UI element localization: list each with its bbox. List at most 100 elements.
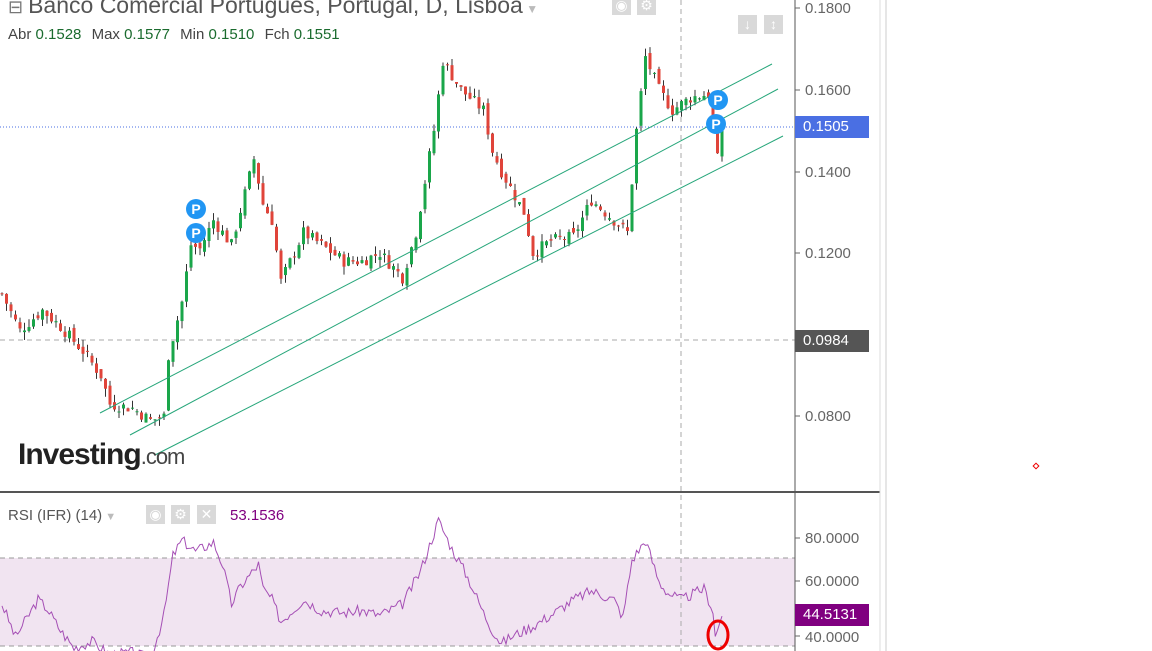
gear-icon[interactable]: ⚙ — [637, 0, 656, 15]
candle — [176, 320, 179, 343]
rsi-line — [1, 516, 723, 651]
candle — [536, 255, 539, 257]
candle — [581, 217, 584, 232]
candle — [216, 221, 220, 232]
candle — [675, 107, 679, 115]
candle — [464, 86, 467, 95]
channel-lower-line[interactable] — [154, 135, 784, 456]
candle — [644, 56, 647, 90]
price-tick: 0.1400 — [805, 164, 851, 181]
rsi-value-badge: 44.5131 — [795, 604, 869, 626]
candle — [234, 231, 238, 238]
rsi-header: RSI (IFR) (14) ▼ — [8, 507, 117, 524]
candle — [14, 314, 17, 320]
visibility-icon[interactable]: ◉ — [612, 0, 631, 15]
candle — [720, 129, 724, 157]
marker-p[interactable]: P — [186, 199, 206, 219]
candle — [104, 378, 107, 389]
candle — [648, 53, 652, 70]
candle — [144, 413, 148, 423]
candle — [68, 330, 71, 339]
candle — [36, 315, 40, 319]
chart-title: ⊟ Banco Comercial Portugues, Portugal, D… — [8, 0, 538, 19]
candle — [549, 239, 553, 241]
candle — [513, 189, 517, 201]
candle — [351, 260, 355, 262]
candle — [198, 242, 202, 249]
chevron-down-icon[interactable]: ▼ — [522, 2, 539, 16]
marker-p[interactable]: P — [186, 223, 206, 243]
candle — [356, 261, 359, 265]
red-circle-annotation — [706, 619, 730, 651]
candle — [657, 68, 661, 84]
candle — [504, 173, 508, 183]
candle — [662, 85, 665, 93]
close-icon[interactable]: ✕ — [197, 505, 216, 524]
candle — [86, 350, 89, 352]
candle — [230, 239, 233, 243]
candle — [639, 91, 643, 126]
candle — [693, 96, 697, 103]
candle — [252, 159, 256, 174]
collapse-icon[interactable]: ⊟ — [8, 0, 29, 17]
chevron-down-icon[interactable]: ▼ — [102, 511, 117, 523]
marker-p[interactable]: P — [706, 114, 726, 134]
candle — [441, 65, 445, 95]
rsi-tick: 80.0000 — [805, 530, 860, 547]
candle — [108, 385, 112, 405]
candle — [225, 230, 229, 243]
candle — [554, 234, 557, 238]
candle — [423, 183, 427, 210]
candle — [509, 183, 512, 187]
candle — [500, 158, 503, 178]
candle — [162, 413, 166, 418]
candle — [396, 268, 400, 272]
candle — [612, 220, 616, 226]
candle — [698, 98, 701, 100]
candle — [383, 253, 386, 256]
channel-upper-line[interactable] — [99, 63, 773, 414]
candle — [653, 72, 656, 74]
candle — [387, 255, 391, 269]
arrow-down-icon[interactable]: ↓ — [738, 15, 757, 34]
candle — [90, 355, 94, 363]
candle — [419, 211, 422, 240]
candle — [9, 304, 13, 312]
candle — [18, 322, 22, 329]
candle — [140, 412, 143, 420]
candle — [558, 235, 562, 237]
candle — [630, 184, 634, 232]
arrows-vertical-icon[interactable]: ↕ — [764, 15, 783, 34]
candle — [135, 411, 139, 413]
candle — [59, 323, 62, 331]
candle — [311, 233, 314, 238]
candle — [288, 258, 292, 268]
price-tick: 0.0800 — [805, 408, 851, 425]
candle — [189, 245, 193, 268]
candle — [320, 239, 323, 241]
candle — [207, 227, 211, 241]
candle — [171, 341, 175, 362]
candle — [369, 255, 373, 269]
rsi-value: 53.1536 — [230, 507, 285, 524]
candle — [81, 346, 85, 354]
visibility-icon[interactable]: ◉ — [146, 505, 165, 524]
candle — [180, 301, 184, 322]
channel-middle-line[interactable] — [129, 88, 779, 436]
candle — [401, 273, 404, 284]
candle — [459, 85, 463, 87]
candle — [680, 101, 683, 111]
candle — [392, 266, 395, 270]
candle — [716, 127, 719, 154]
rsi-tick: 40.0000 — [805, 629, 860, 646]
gear-icon[interactable]: ⚙ — [171, 505, 190, 524]
marker-p[interactable]: P — [708, 90, 728, 110]
crosshair-price-badge: 0.0984 — [795, 330, 869, 352]
candle — [378, 257, 382, 260]
candle — [95, 363, 98, 373]
candle — [194, 243, 197, 247]
candle — [432, 130, 436, 154]
candle — [77, 344, 80, 349]
candle — [599, 206, 602, 210]
